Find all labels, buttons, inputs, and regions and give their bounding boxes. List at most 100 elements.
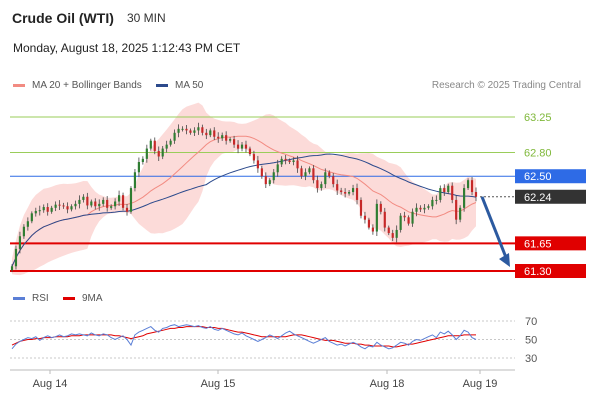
candle-body (367, 219, 371, 228)
candle (268, 178, 271, 187)
candle-body (288, 160, 291, 163)
candle-body (363, 215, 367, 220)
candle (260, 165, 263, 179)
candle (447, 183, 450, 194)
candle (189, 128, 192, 135)
candle-body (431, 199, 434, 207)
candle (110, 204, 113, 210)
candle (328, 170, 331, 179)
candle-body (66, 206, 69, 210)
candle-body (272, 172, 275, 181)
candle-body (161, 148, 164, 157)
candle (18, 231, 22, 254)
candle (415, 203, 418, 217)
rsi-panel: 70 50 30 (10, 316, 537, 365)
candle (351, 184, 355, 196)
candle-body (181, 128, 184, 130)
candle (229, 137, 232, 143)
candle (121, 192, 125, 211)
candle-body (70, 206, 73, 210)
candle (145, 144, 148, 163)
candle-body (50, 207, 53, 212)
candle (114, 198, 117, 210)
candle (117, 190, 121, 207)
candle (459, 205, 462, 223)
candle-body (359, 199, 363, 216)
ma9-swatch (63, 297, 75, 300)
candle (46, 203, 49, 216)
candle (348, 190, 351, 196)
candle (213, 127, 216, 140)
candle-body (197, 127, 200, 131)
candle (157, 146, 160, 161)
candle (181, 126, 184, 132)
candle-body (229, 139, 232, 141)
candle (248, 146, 252, 157)
candle (98, 199, 101, 211)
candle (149, 138, 152, 151)
candle (466, 178, 470, 191)
candle (403, 211, 406, 222)
candle-body (387, 227, 390, 234)
candle-body (324, 172, 327, 185)
candle (161, 145, 164, 160)
candle (411, 208, 414, 227)
candle-body (58, 204, 61, 206)
candle (455, 195, 458, 225)
candle-body (62, 205, 65, 207)
forecast-arrow-layer (480, 196, 510, 267)
candle-body (14, 248, 18, 267)
candle (10, 264, 14, 273)
candle (201, 124, 204, 136)
candle (332, 172, 335, 188)
interval-label[interactable]: 30 MIN (127, 11, 166, 25)
candle-body (395, 229, 398, 238)
candle (209, 128, 212, 138)
candle (367, 217, 371, 230)
candle-body (379, 203, 382, 212)
x-tick-label: Aug 18 (370, 378, 405, 390)
candle-body (320, 184, 323, 189)
candles-layer (10, 122, 478, 273)
candle-body (256, 160, 259, 169)
candle (193, 127, 196, 137)
candle-body (284, 158, 287, 161)
credit-text: Research © 2025 Trading Central (431, 80, 581, 91)
candle (22, 224, 25, 239)
x-tick-label: Aug 14 (33, 378, 68, 390)
candle (336, 179, 339, 195)
candle (355, 183, 359, 205)
candle-body (225, 135, 228, 141)
candle (439, 185, 442, 203)
candle (86, 192, 89, 210)
candle (340, 187, 343, 195)
candle-body (300, 168, 303, 177)
candle (324, 168, 327, 188)
candle (74, 200, 77, 210)
bollinger-swatch (13, 84, 25, 87)
candle-body (252, 154, 256, 161)
candle-body (383, 211, 386, 228)
rsi-tick-30: 30 (525, 353, 537, 365)
moving-averages-layer (11, 135, 477, 267)
candle-body (94, 201, 97, 207)
candle (102, 197, 105, 207)
candle (217, 132, 220, 143)
candle-body (117, 195, 121, 202)
rsi-tick-50: 50 (525, 335, 537, 347)
candle (94, 198, 97, 210)
candle (232, 135, 236, 148)
candle-body (423, 207, 426, 210)
candle-body (106, 199, 109, 208)
candle-body (217, 136, 220, 139)
candle-body (260, 168, 263, 177)
candle (284, 154, 287, 165)
forecast-arrow-shaft (480, 196, 509, 261)
level-61-30-tag (515, 264, 586, 278)
candle-body (439, 188, 442, 200)
candle (42, 204, 45, 213)
candle (30, 211, 33, 224)
candle (308, 166, 311, 175)
candle (443, 184, 446, 196)
